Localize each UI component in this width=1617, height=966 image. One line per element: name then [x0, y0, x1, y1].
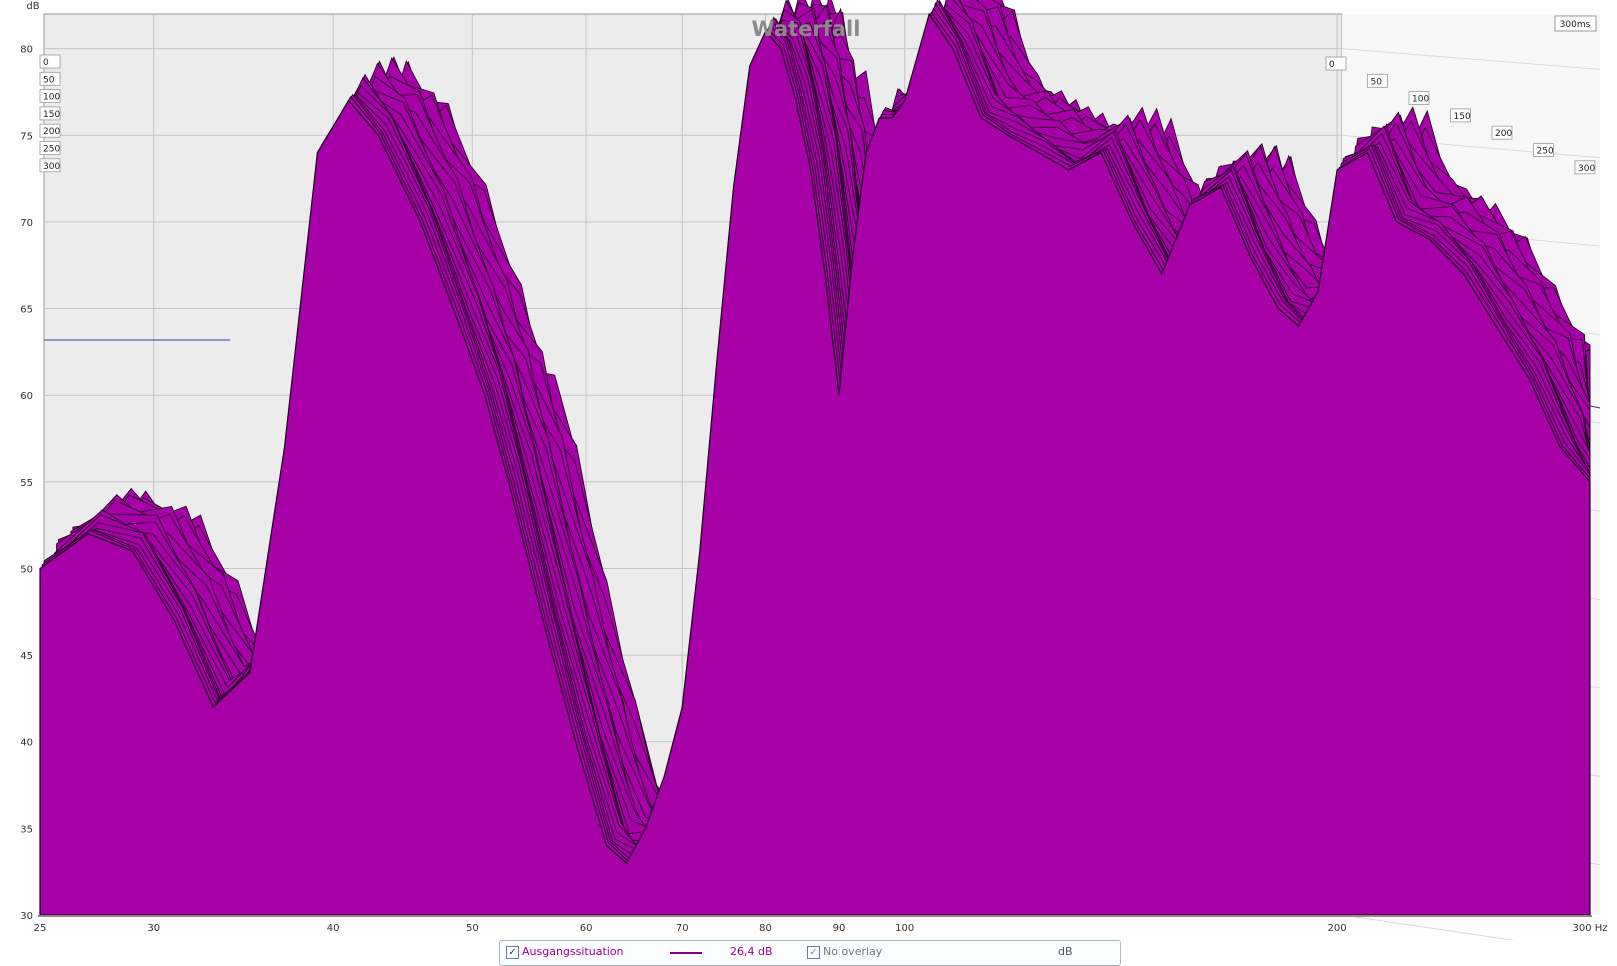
y-tick-label: 65 — [20, 305, 33, 316]
depth-axis-label-box — [1367, 73, 1388, 88]
depth-axis-label: 50 — [1371, 77, 1383, 87]
time-slice-label-box — [39, 89, 61, 103]
depth-axis-label: 0 — [1329, 60, 1335, 70]
x-tick-label: 25 — [34, 923, 47, 934]
x-axis-line — [38, 915, 1592, 917]
waterfall-slices — [38, 0, 1592, 917]
x-tick-label: 40 — [327, 923, 340, 934]
time-slice-label: 250 — [43, 145, 60, 155]
waterfall-slice — [39, 12, 1591, 916]
depth-axis-label: 200 — [1495, 129, 1512, 139]
y-tick-label: 75 — [20, 131, 33, 142]
time-slice-label: 0 — [43, 58, 49, 68]
time-slice-labels-left: 0 50 100 150 200 250 300 — [39, 54, 61, 173]
y-axis: 30 35 40 45 50 55 60 65 70 75 80 — [20, 45, 33, 922]
legend-bar: ✓ Ausgangssituation 26,4 dB ✓ No overlay… — [499, 940, 1121, 966]
time-slice-labels-right: 0 50 100 150 200 250 300 — [1325, 56, 1596, 175]
x-tick-label: 300 Hz — [1572, 923, 1607, 934]
y-tick-label: 50 — [20, 564, 33, 575]
time-slice-label-box — [39, 106, 61, 121]
grid-line-depth — [1341, 48, 1601, 70]
series-line-swatch — [670, 952, 702, 954]
x-tick-label: 200 — [1328, 923, 1347, 934]
y-tick-label: 55 — [20, 478, 33, 489]
y-axis-unit: dB — [26, 1, 39, 12]
x-tick-label: 60 — [580, 923, 593, 934]
y-tick-label: 40 — [20, 738, 33, 749]
y-tick-label: 80 — [20, 45, 33, 56]
time-slice-label: 100 — [43, 93, 60, 103]
x-tick-label: 90 — [833, 923, 846, 934]
y-tick-label: 45 — [20, 651, 33, 662]
depth-axis-label-box — [1533, 143, 1554, 157]
time-badge: 300ms — [1560, 20, 1591, 30]
time-slice-label: 200 — [43, 127, 60, 137]
time-slice-label-box — [39, 123, 61, 138]
depth-axis-label: 150 — [1454, 112, 1471, 122]
depth-axis-label-box — [1325, 56, 1347, 71]
x-tick-label: 50 — [466, 923, 479, 934]
time-slice-label: 150 — [43, 110, 60, 120]
depth-axis-label-box — [1450, 108, 1471, 123]
time-badge-box — [1554, 15, 1597, 32]
depth-axis-label: 100 — [1412, 95, 1429, 105]
grid-line-depth — [1341, 914, 1516, 940]
series-checkbox[interactable]: ✓ — [506, 946, 519, 959]
y-tick-label: 70 — [20, 218, 33, 229]
x-tick-label: 30 — [147, 923, 160, 934]
x-tick-label: 70 — [676, 923, 689, 934]
overlay-label: No overlay — [823, 945, 883, 958]
y-tick-label: 60 — [20, 391, 33, 402]
depth-axis-label-box — [1491, 125, 1513, 140]
overlay-checkbox[interactable]: ✓ — [807, 946, 820, 959]
time-slice-label-box — [39, 71, 61, 86]
time-slice-label-box — [39, 54, 61, 69]
series-value: 26,4 dB — [730, 945, 773, 958]
series-name: Ausgangssituation — [522, 945, 624, 958]
depth-axis-label-box — [1408, 91, 1430, 105]
y-tick-label: 35 — [20, 824, 33, 835]
time-slice-label-box — [39, 158, 61, 173]
time-slice-label: 300 — [43, 162, 60, 172]
time-slice-label-box — [39, 141, 61, 155]
x-tick-label: 100 — [895, 923, 914, 934]
chart-title: Waterfall — [752, 17, 861, 41]
y-tick-label: 30 — [20, 911, 33, 922]
depth-axis-label: 250 — [1537, 147, 1554, 157]
time-slice-label: 50 — [43, 75, 55, 85]
depth-axis-label-box — [1574, 160, 1596, 175]
depth-axis-label: 300 — [1578, 164, 1595, 174]
unit-label: dB — [1058, 945, 1073, 958]
x-axis: 25 30 40 50 60 70 80 90 100 200 300 Hz — [34, 923, 1608, 934]
x-tick-label: 80 — [759, 923, 772, 934]
